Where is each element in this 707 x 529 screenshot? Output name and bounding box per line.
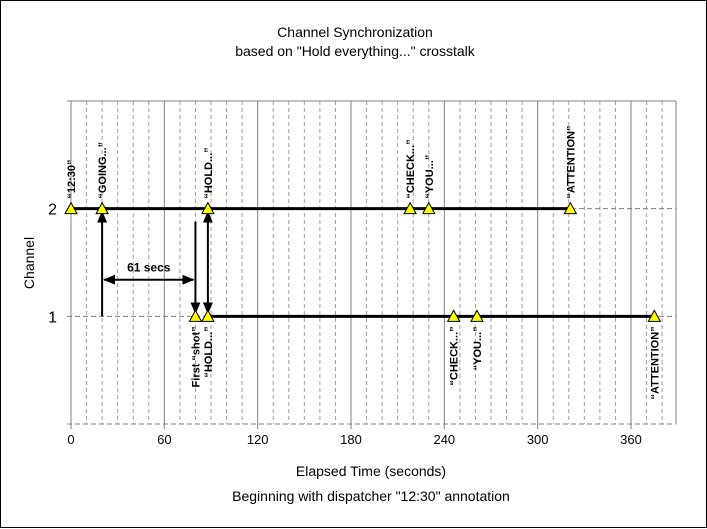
y-axis-label: Channel bbox=[21, 237, 37, 289]
data-point-marker bbox=[421, 201, 436, 215]
point-label: “GOING...” bbox=[97, 142, 109, 199]
point-label: First “shot” bbox=[190, 326, 202, 387]
data-point-marker bbox=[446, 309, 461, 322]
x-tick-label: 120 bbox=[247, 432, 269, 447]
x-tick-label: 300 bbox=[527, 432, 549, 447]
point-label: “ATTENTION” bbox=[565, 126, 577, 199]
x-tick-label: 240 bbox=[433, 432, 455, 447]
x-tick-label: 360 bbox=[620, 432, 642, 447]
point-label: “HOLD...” bbox=[203, 147, 215, 198]
point-label: “HOLD...” bbox=[203, 326, 215, 377]
chart-title: Channel Synchronization bbox=[277, 24, 433, 40]
point-label: “CHECK...” bbox=[405, 139, 417, 198]
chart-subtitle: based on "Hold everything..." crosstalk bbox=[235, 43, 476, 59]
x-tick-label: 60 bbox=[157, 432, 171, 447]
y-tick-label: 2 bbox=[48, 202, 57, 219]
data-point-marker bbox=[403, 201, 417, 215]
data-point-marker bbox=[470, 309, 484, 322]
x-tick-label: 180 bbox=[340, 432, 362, 447]
point-label: “YOU...” bbox=[424, 155, 436, 199]
x-tick-label: 0 bbox=[67, 432, 74, 447]
point-label: “12:30” bbox=[66, 160, 78, 199]
point-label: “ATTENTION” bbox=[649, 326, 661, 399]
data-point-marker bbox=[188, 309, 203, 322]
interval-label: 61 secs bbox=[127, 261, 171, 275]
data-point-marker bbox=[64, 201, 78, 215]
x-axis-sublabel: Beginning with dispatcher "12:30" annota… bbox=[232, 488, 510, 504]
point-label: “CHECK...” bbox=[449, 326, 461, 385]
point-label: “YOU...” bbox=[472, 326, 484, 370]
data-point-marker bbox=[95, 201, 109, 215]
data-point-marker bbox=[563, 201, 578, 215]
data-point-marker bbox=[647, 309, 662, 322]
y-tick-label: 1 bbox=[48, 309, 57, 326]
data-point-marker bbox=[201, 309, 215, 322]
x-axis-label: Elapsed Time (seconds) bbox=[296, 463, 446, 479]
data-point-marker bbox=[201, 201, 215, 215]
